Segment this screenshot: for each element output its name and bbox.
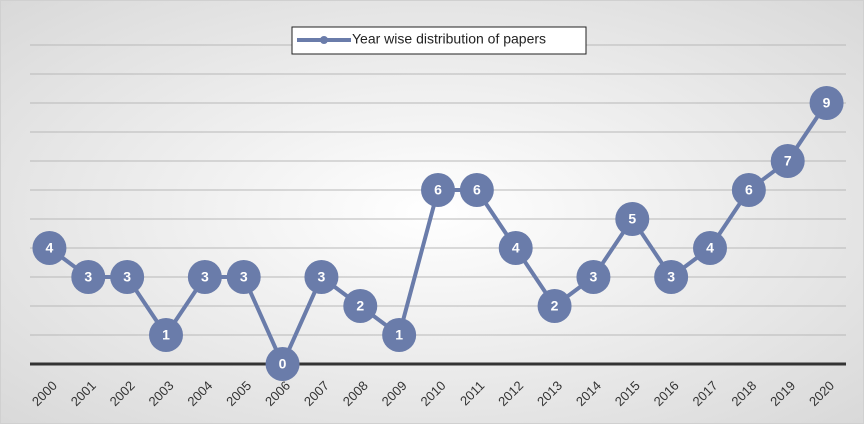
data-point xyxy=(731,173,766,207)
data-point xyxy=(615,202,650,236)
data-label: 1 xyxy=(162,327,170,343)
data-label: 3 xyxy=(667,269,675,285)
data-label: 4 xyxy=(46,240,54,256)
data-label: 3 xyxy=(201,269,209,285)
data-point xyxy=(809,86,844,120)
data-label: 9 xyxy=(823,95,831,111)
data-point xyxy=(421,173,455,207)
legend: Year wise distribution of papers xyxy=(291,26,587,55)
legend-marker xyxy=(320,36,328,44)
data-label: 6 xyxy=(434,182,442,198)
data-point xyxy=(498,231,533,265)
data-point xyxy=(32,231,67,265)
data-label: 4 xyxy=(706,240,714,256)
data-point xyxy=(226,260,261,294)
data-label: 2 xyxy=(551,298,559,314)
data-point xyxy=(187,260,222,294)
data-point xyxy=(304,260,339,294)
data-label: 3 xyxy=(590,269,598,285)
data-point xyxy=(265,347,300,381)
data-point xyxy=(654,260,689,294)
data-point xyxy=(382,318,417,352)
data-label: 4 xyxy=(512,240,520,256)
data-point xyxy=(71,260,106,294)
data-label: 3 xyxy=(123,269,131,285)
data-point xyxy=(459,173,494,207)
data-label: 3 xyxy=(240,269,248,285)
data-point xyxy=(110,260,145,294)
data-point xyxy=(576,260,611,294)
data-label: 5 xyxy=(628,211,636,227)
data-point xyxy=(770,144,805,178)
legend-label: Year wise distribution of papers xyxy=(352,31,546,47)
data-point xyxy=(343,289,378,323)
data-label: 7 xyxy=(784,153,792,169)
data-label: 0 xyxy=(279,356,287,372)
data-label: 2 xyxy=(356,298,364,314)
data-label: 3 xyxy=(84,269,92,285)
data-label: 6 xyxy=(745,182,753,198)
data-label: 6 xyxy=(473,182,481,198)
data-label: 3 xyxy=(318,269,326,285)
data-point xyxy=(537,289,572,323)
data-point xyxy=(693,231,727,265)
data-label: 1 xyxy=(395,327,403,343)
data-point xyxy=(149,318,183,352)
